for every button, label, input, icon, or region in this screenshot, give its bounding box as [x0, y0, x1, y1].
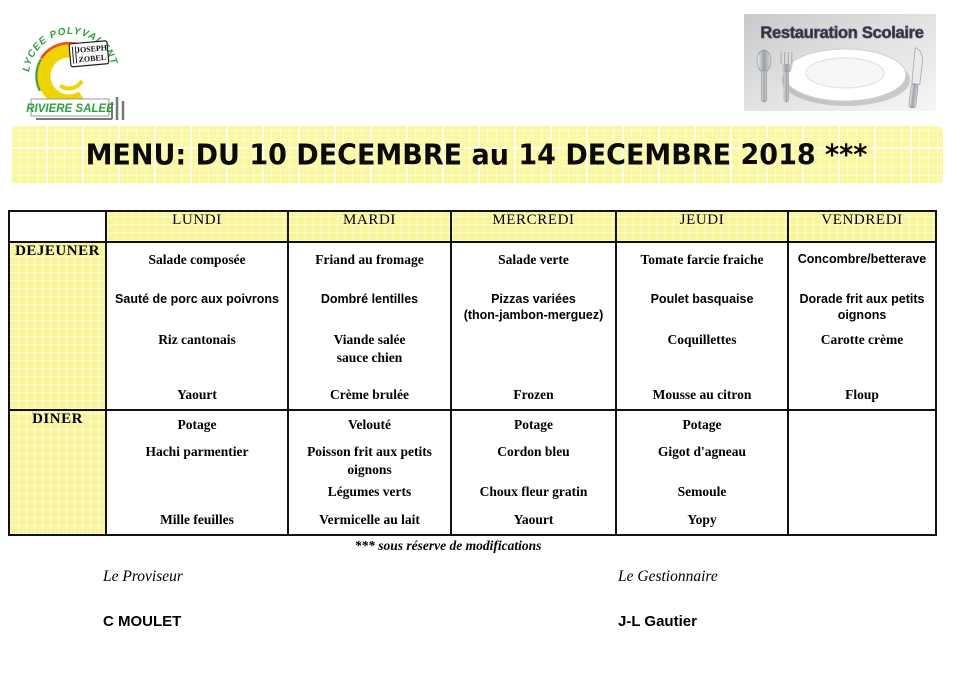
- diner-lundi-main: Hachi parmentier: [145, 444, 249, 459]
- dejeuner-lundi-starter: Salade composée: [148, 252, 246, 267]
- dejeuner-lundi-dessert: Yaourt: [177, 387, 217, 403]
- dejeuner-mardi-dessert: Crème brulée: [329, 387, 410, 403]
- diner-jeudi-dessert: Yopy: [687, 512, 717, 528]
- title-banner: MENU: DU 10 DECEMBRE au 14 DECEMBRE 2018…: [10, 126, 943, 185]
- dejeuner-mardi-starter: Friand au fromage: [315, 252, 424, 267]
- day-header-vendredi: VENDREDI: [787, 210, 937, 243]
- day-header-mercredi: MERCREDI: [450, 210, 617, 243]
- diner-lundi-dessert: Mille feuilles: [160, 512, 234, 528]
- diner-label: DINER: [8, 409, 107, 536]
- dejeuner-vendredi-dessert: Floup: [845, 387, 879, 403]
- day-header-jeudi: JEUDI: [615, 210, 789, 243]
- dejeuner-mercredi-main: Pizzas variées (thon-jambon-merguez): [463, 292, 604, 323]
- logo-city-banner: RIVIERE SALEE: [26, 97, 125, 120]
- diner-jeudi-side: Semoule: [677, 484, 727, 499]
- proviseur-name: C MOULET: [103, 613, 182, 630]
- modification-note: *** sous réserve de modifications: [354, 538, 542, 553]
- diner-mardi-side: Légumes verts: [327, 484, 412, 499]
- logo-city-text: RIVIERE SALEE: [26, 103, 114, 115]
- dejeuner-mercredi-dessert: Frozen: [513, 387, 554, 403]
- diner-vendredi-dessert: [789, 529, 935, 534]
- dejeuner-lundi-main: Sauté de porc aux poivrons: [115, 292, 279, 306]
- gestionnaire-role: Le Gestionnaire: [618, 568, 718, 585]
- spoon-icon: [756, 49, 772, 103]
- dejeuner-vendredi-main: Dorade frit aux petits oignons: [799, 292, 925, 323]
- knife-icon: [908, 47, 923, 109]
- diner-jeudi-main: Gigot d'agneau: [657, 444, 747, 459]
- diner-row: DINER Potage Hachi parmentier Mille feui…: [8, 409, 937, 536]
- menu-table-wrap: LUNDI MARDI MERCREDI JEUDI VENDREDI DEJE…: [8, 210, 937, 536]
- dejeuner-mercredi-starter: Salade verte: [498, 252, 569, 267]
- dejeuner-jeudi-starter: Tomate farcie fraiche: [640, 252, 764, 267]
- diner-mardi-dessert: Vermicelle au lait: [319, 512, 420, 528]
- dejeuner-vendredi-starter: Concombre/betterave: [797, 252, 927, 266]
- logo-inner-yellow-arc: [52, 57, 86, 91]
- diner-mercredi-side: Choux fleur gratin: [479, 484, 588, 499]
- dejeuner-jeudi-side: Coquillettes: [667, 332, 737, 347]
- menu-table: LUNDI MARDI MERCREDI JEUDI VENDREDI DEJE…: [8, 210, 937, 536]
- header-spacer-cell: [8, 210, 107, 243]
- diner-mercredi-dessert: Yaourt: [513, 512, 554, 528]
- dejeuner-row: DEJEUNER Salade composée Sauté de porc a…: [8, 241, 937, 411]
- logo-book: JOSEPH ZOBEL: [68, 40, 110, 68]
- logo-book-line1: JOSEPH: [76, 43, 109, 55]
- page-title: MENU: DU 10 DECEMBRE au 14 DECEMBRE 2018…: [85, 139, 868, 172]
- diner-mardi-main: Poisson frit aux petits oignons: [307, 444, 432, 477]
- diner-mercredi-main: Cordon bleu: [497, 444, 570, 459]
- dejeuner-label: DEJEUNER: [8, 241, 107, 411]
- diner-lundi-starter: Potage: [177, 417, 217, 432]
- day-header-row: LUNDI MARDI MERCREDI JEUDI VENDREDI: [8, 210, 937, 243]
- diner-mercredi-starter: Potage: [514, 417, 553, 432]
- dejeuner-mardi-main: Dombré lentilles: [320, 292, 419, 306]
- dejeuner-vendredi-side: Carotte crème: [820, 332, 904, 347]
- photo-title: Restauration Scolaire: [760, 24, 923, 42]
- dejeuner-jeudi-dessert: Mousse au citron: [652, 387, 752, 403]
- dejeuner-lundi-side: Riz cantonais: [158, 332, 236, 347]
- school-logo: LYCEE POLYVALENT JOSEPH ZOBEL RIVIERE SA…: [21, 26, 125, 120]
- diner-vendredi-starter: [789, 416, 935, 443]
- cutlery-photo: Restauration Scolaire: [744, 14, 936, 111]
- day-header-mardi: MARDI: [287, 210, 452, 243]
- diner-jeudi-starter: Potage: [682, 417, 722, 432]
- logo-book-line2: ZOBEL: [78, 53, 106, 64]
- diner-mardi-starter: Velouté: [348, 417, 391, 432]
- diner-vendredi-main: [789, 443, 935, 483]
- gestionnaire-name: J-L Gautier: [618, 613, 697, 630]
- dejeuner-jeudi-main: Poulet basquaise: [650, 292, 754, 306]
- proviseur-role: Le Proviseur: [103, 568, 183, 585]
- fork-icon: [780, 52, 793, 103]
- day-header-lundi: LUNDI: [105, 210, 289, 243]
- dejeuner-mardi-side: Viande salée sauce chien: [333, 332, 406, 365]
